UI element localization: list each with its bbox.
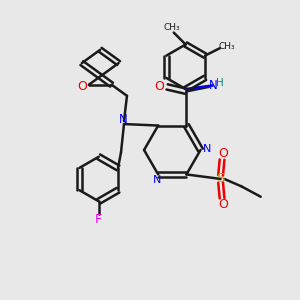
Text: O: O — [155, 80, 165, 93]
Text: N: N — [203, 143, 211, 154]
Text: N: N — [119, 113, 128, 126]
Text: CH₃: CH₃ — [164, 23, 181, 32]
Text: N: N — [152, 175, 161, 185]
Text: H: H — [216, 78, 224, 88]
Text: F: F — [95, 213, 102, 226]
Text: O: O — [219, 198, 229, 211]
Text: O: O — [77, 80, 87, 93]
Text: CH₃: CH₃ — [219, 42, 236, 51]
Text: S: S — [216, 172, 225, 185]
Text: O: O — [219, 147, 229, 160]
Text: N: N — [208, 79, 217, 92]
